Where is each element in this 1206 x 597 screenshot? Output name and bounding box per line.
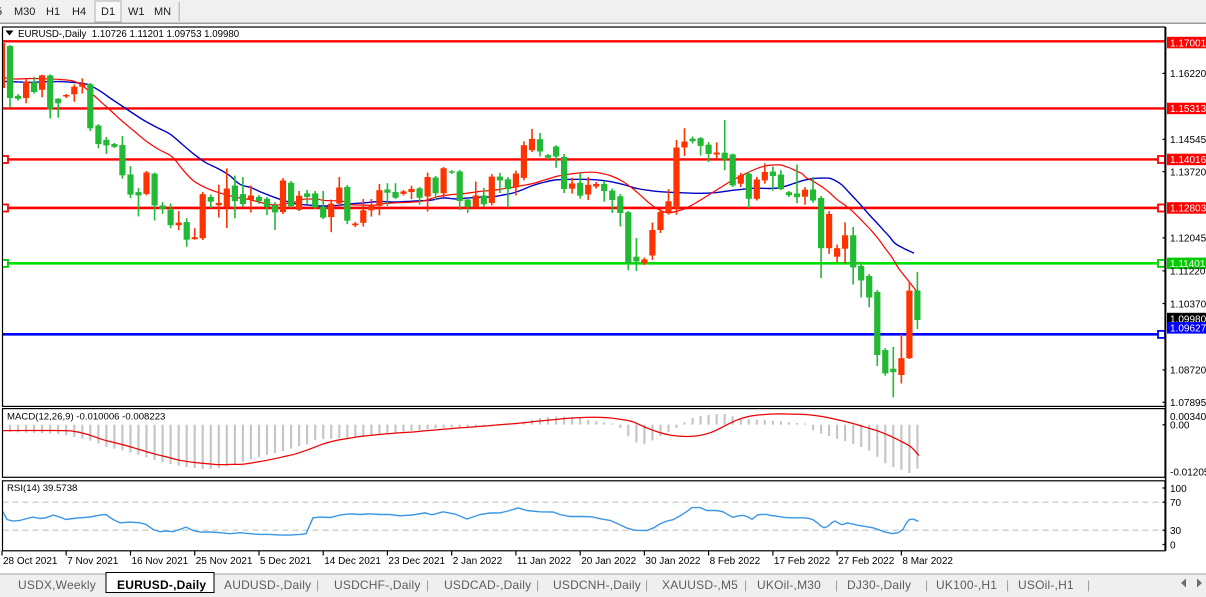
svg-text:2 Jan 2022: 2 Jan 2022 bbox=[453, 556, 503, 567]
svg-text:5 Dec 2021: 5 Dec 2021 bbox=[260, 556, 312, 567]
svg-text:H4: H4 bbox=[72, 6, 86, 18]
svg-text:28 Oct 2021: 28 Oct 2021 bbox=[3, 556, 58, 567]
svg-text:USDX,Weekly: USDX,Weekly bbox=[18, 578, 96, 592]
svg-text:1.15313: 1.15313 bbox=[1170, 104, 1206, 115]
svg-text:|: | bbox=[1087, 578, 1090, 592]
svg-text:0.00: 0.00 bbox=[1170, 421, 1190, 432]
svg-text:70: 70 bbox=[1170, 498, 1182, 509]
svg-text:EURUSD-,Daily: EURUSD-,Daily bbox=[117, 578, 206, 592]
svg-text:RSI(14) 39.5738: RSI(14) 39.5738 bbox=[7, 483, 77, 494]
svg-text:1.09980: 1.09980 bbox=[1170, 314, 1206, 325]
svg-text:|: | bbox=[1006, 578, 1009, 592]
svg-text:1.12803: 1.12803 bbox=[1170, 204, 1206, 215]
svg-text:1.14545: 1.14545 bbox=[1170, 135, 1206, 146]
svg-text:USDCNH-,Daily: USDCNH-,Daily bbox=[553, 578, 641, 592]
svg-text:1.17001: 1.17001 bbox=[1170, 38, 1206, 49]
svg-text:D1: D1 bbox=[101, 6, 115, 18]
svg-text:EURUSD-,Daily 1.10726 1.11201: EURUSD-,Daily 1.10726 1.11201 1.09753 1.… bbox=[18, 29, 240, 40]
svg-text:16 Nov 2021: 16 Nov 2021 bbox=[132, 556, 189, 567]
svg-text:100: 100 bbox=[1170, 484, 1187, 495]
svg-text:1.14016: 1.14016 bbox=[1170, 155, 1206, 166]
svg-text:7 Nov 2021: 7 Nov 2021 bbox=[67, 556, 119, 567]
svg-text:1.09627: 1.09627 bbox=[1170, 324, 1206, 335]
svg-text:|: | bbox=[536, 578, 539, 592]
svg-text:USOil-,H1: USOil-,H1 bbox=[1018, 578, 1074, 592]
svg-text:XAUUSD-,M5: XAUUSD-,M5 bbox=[662, 578, 738, 592]
svg-text:30: 30 bbox=[1170, 526, 1182, 537]
svg-text:UKOil-,M30: UKOil-,M30 bbox=[757, 578, 821, 592]
svg-text:8 Feb 2022: 8 Feb 2022 bbox=[710, 556, 761, 567]
svg-text:M30: M30 bbox=[14, 6, 35, 18]
svg-text:5: 5 bbox=[0, 6, 2, 18]
svg-text:0: 0 bbox=[1170, 540, 1176, 551]
svg-text:USDCAD-,Daily: USDCAD-,Daily bbox=[444, 578, 531, 592]
svg-text:1.11220: 1.11220 bbox=[1170, 267, 1206, 278]
svg-text:1.11401: 1.11401 bbox=[1170, 259, 1206, 270]
svg-text:1.07895: 1.07895 bbox=[1170, 398, 1206, 409]
svg-text:USDCHF-,Daily: USDCHF-,Daily bbox=[334, 578, 421, 592]
svg-text:UK100-,H1: UK100-,H1 bbox=[936, 578, 997, 592]
svg-text:23 Dec 2021: 23 Dec 2021 bbox=[388, 556, 445, 567]
svg-text:|: | bbox=[426, 578, 429, 592]
svg-text:1.16220: 1.16220 bbox=[1170, 69, 1206, 80]
svg-text:1.08720: 1.08720 bbox=[1170, 366, 1206, 377]
svg-text:MACD(12,26,9) -0.010006 -0.008: MACD(12,26,9) -0.010006 -0.008223 bbox=[7, 412, 165, 423]
svg-text:|: | bbox=[835, 578, 838, 592]
svg-text:20 Jan 2022: 20 Jan 2022 bbox=[581, 556, 636, 567]
svg-text:1.12045: 1.12045 bbox=[1170, 234, 1206, 245]
svg-text:11 Jan 2022: 11 Jan 2022 bbox=[517, 556, 572, 567]
svg-text:17 Feb 2022: 17 Feb 2022 bbox=[774, 556, 831, 567]
svg-text:|: | bbox=[744, 578, 747, 592]
svg-text:|: | bbox=[316, 578, 319, 592]
svg-text:25 Nov 2021: 25 Nov 2021 bbox=[196, 556, 253, 567]
svg-text:AUDUSD-,Daily: AUDUSD-,Daily bbox=[224, 578, 311, 592]
svg-text:1.13720: 1.13720 bbox=[1170, 167, 1206, 178]
svg-text:|: | bbox=[925, 578, 928, 592]
svg-text:27 Feb 2022: 27 Feb 2022 bbox=[838, 556, 895, 567]
svg-text:30 Jan 2022: 30 Jan 2022 bbox=[645, 556, 700, 567]
svg-text:H1: H1 bbox=[46, 6, 60, 18]
svg-text:14 Dec 2021: 14 Dec 2021 bbox=[324, 556, 381, 567]
svg-text:MN: MN bbox=[154, 6, 171, 18]
svg-text:|: | bbox=[645, 578, 648, 592]
svg-text:DJ30-,Daily: DJ30-,Daily bbox=[847, 578, 911, 592]
svg-text:-0.012058: -0.012058 bbox=[1170, 467, 1206, 478]
svg-text:0.003408: 0.003408 bbox=[1170, 412, 1206, 423]
svg-text:8 Mar 2022: 8 Mar 2022 bbox=[902, 556, 953, 567]
svg-text:W1: W1 bbox=[128, 6, 145, 18]
svg-text:1.10370: 1.10370 bbox=[1170, 299, 1206, 310]
